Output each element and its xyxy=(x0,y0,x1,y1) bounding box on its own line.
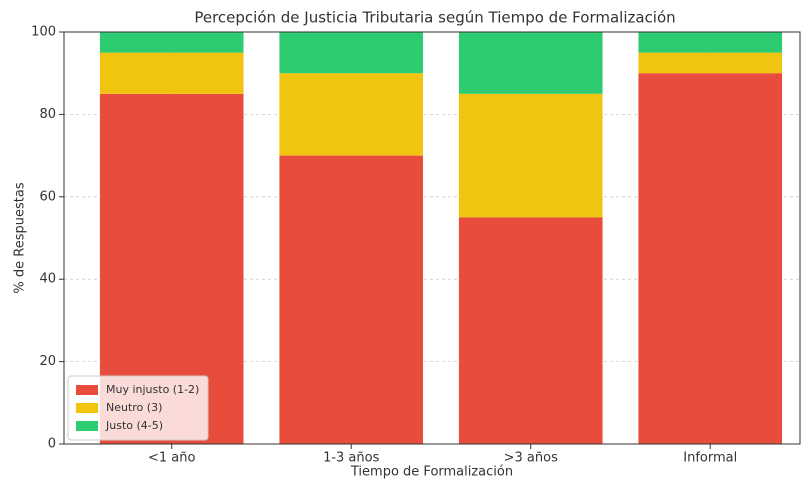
y-tick-label: 80 xyxy=(39,107,56,122)
bar-segment xyxy=(99,52,244,94)
legend-label: Justo (4-5) xyxy=(105,419,163,432)
legend-label: Neutro (3) xyxy=(106,401,162,414)
bar-segment xyxy=(458,217,603,444)
y-tick-label: 40 xyxy=(39,272,56,287)
plot-frame xyxy=(63,31,801,445)
y-tick-label: 100 xyxy=(31,25,56,40)
bar-segment xyxy=(279,73,424,156)
y-tick-label: 60 xyxy=(39,189,56,204)
x-tick-label: Informal xyxy=(683,451,737,466)
bar-segment xyxy=(279,155,424,444)
legend: Muy injusto (1-2) Neutro (3) Justo (4-5) xyxy=(67,375,209,441)
y-tick-label: 0 xyxy=(48,437,56,452)
bar-segment xyxy=(458,93,603,218)
bar-segment xyxy=(638,32,783,53)
bar-segment xyxy=(638,73,783,444)
legend-label: Muy injusto (1-2) xyxy=(106,383,199,396)
legend-swatch xyxy=(76,403,98,413)
y-tick-label: 20 xyxy=(39,354,56,369)
y-axis-label: % de Respuestas xyxy=(13,182,28,293)
legend-box xyxy=(67,375,209,441)
bar-segment xyxy=(279,32,424,74)
legend-swatch xyxy=(76,421,98,431)
x-tick-label: >3 años xyxy=(504,451,558,466)
bar-segment xyxy=(99,32,244,53)
x-tick-label: <1 año xyxy=(148,451,196,466)
chart-title: Percepción de Justicia Tributaria según … xyxy=(194,9,675,27)
bar-segment xyxy=(638,52,783,74)
legend-swatch xyxy=(76,385,98,395)
bar-segment xyxy=(458,32,603,94)
x-tick-label: 1-3 años xyxy=(323,451,380,466)
x-axis-label: Tiempo de Formalización xyxy=(350,465,513,480)
